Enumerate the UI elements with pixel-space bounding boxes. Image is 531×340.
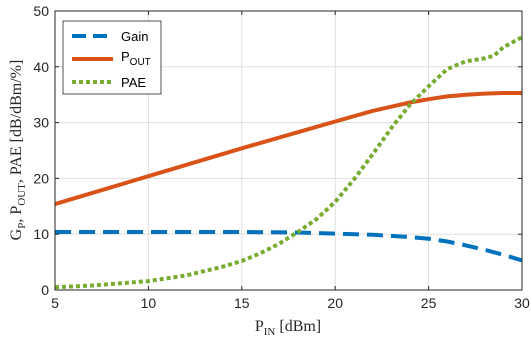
ticks: 5 10 15 20 25 30 0 10 20 30 40 50	[33, 3, 530, 311]
plot-frame	[54, 10, 523, 291]
legend-pout-label: POUT	[121, 49, 151, 68]
series-layer	[54, 35, 523, 290]
x-title-sub: IN	[264, 326, 276, 338]
pout-series-line	[54, 91, 522, 207]
y-title-sub2: OUT	[16, 183, 28, 206]
y-tick-label: 40	[33, 59, 49, 75]
x-tick-label: 25	[421, 295, 437, 311]
y-tick-label: 30	[33, 115, 49, 131]
y-title-part3: , PAE [dB/dBm/%]	[8, 60, 25, 183]
x-axis-title: PIN [dBm]	[255, 318, 321, 338]
legend-pae-label: PAE	[121, 75, 146, 90]
x-tick-label: 20	[327, 295, 343, 311]
y-tick-label: 20	[33, 170, 49, 186]
legend-pout-sub: OUT	[130, 57, 151, 68]
legend-pout-main: P	[121, 49, 130, 64]
x-tick-label: 15	[234, 295, 250, 311]
y-tick-label: 10	[33, 226, 49, 242]
x-title-main: P	[255, 318, 264, 335]
x-tick-label: 5	[51, 295, 59, 311]
y-title-part2: , P	[8, 206, 25, 223]
pae-series-line	[54, 35, 523, 290]
legend: Gain POUT PAE	[62, 20, 162, 95]
y-axis-title: GP, POUT, PAE [dB/dBm/%]	[8, 60, 28, 241]
y-title-part1: G	[8, 228, 25, 240]
legend-gain-label: Gain	[121, 29, 148, 44]
x-tick-label: 10	[141, 295, 157, 311]
y-tick-label: 0	[41, 282, 49, 298]
x-tick-label: 30	[514, 295, 530, 311]
gain-series-line	[55, 230, 523, 263]
y-tick-label: 50	[33, 3, 49, 19]
y-title-sub1: P	[16, 223, 28, 229]
x-title-rest: [dBm]	[275, 318, 321, 335]
